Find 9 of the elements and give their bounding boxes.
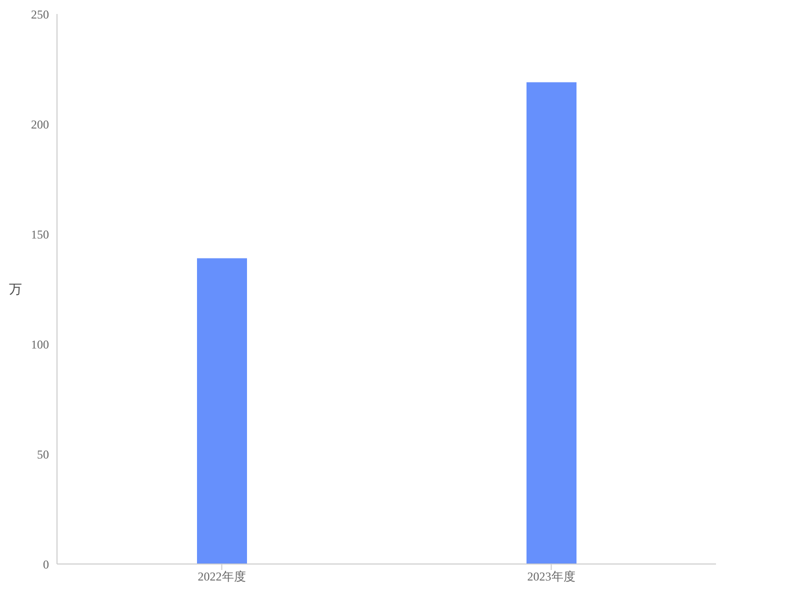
x-tick-label: 2022年度 <box>198 570 246 584</box>
y-axis-title: 万 <box>9 282 22 297</box>
y-tick-label: 50 <box>37 447 49 462</box>
x-tick-label: 2023年度 <box>527 570 576 584</box>
y-tick-label: 0 <box>43 557 49 572</box>
y-tick-label: 200 <box>31 117 49 132</box>
y-tick-label: 100 <box>31 337 49 352</box>
y-tick-label: 150 <box>31 227 49 242</box>
y-tick-label: 250 <box>31 7 49 22</box>
